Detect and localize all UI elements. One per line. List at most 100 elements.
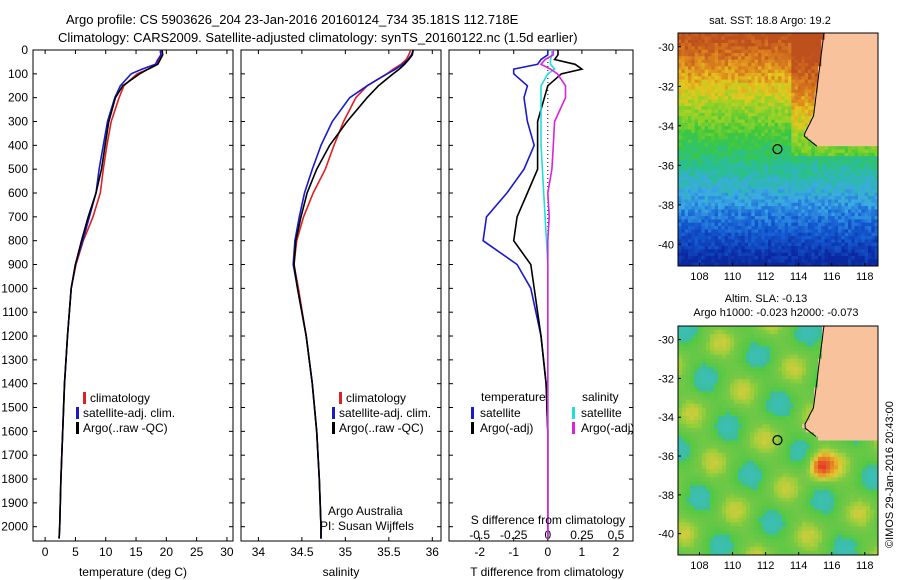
map-cell <box>708 209 712 214</box>
map-cell <box>838 209 842 214</box>
map-cell <box>778 219 782 224</box>
map-cell <box>754 89 759 94</box>
map-cell <box>778 156 782 160</box>
map-cell <box>714 252 719 257</box>
map-cell <box>694 172 699 177</box>
map-cell <box>798 196 802 200</box>
map-cell <box>758 59 762 64</box>
map-cell <box>858 246 862 250</box>
map-cell <box>828 222 832 227</box>
map-cell <box>838 56 842 61</box>
map-cell <box>834 49 839 54</box>
map-cell <box>848 52 852 57</box>
map-cell <box>681 196 686 200</box>
map-cell <box>702 334 707 339</box>
map-cell <box>681 226 686 230</box>
map-cell <box>868 166 872 170</box>
map-cell <box>791 259 796 264</box>
map-cell <box>751 119 756 124</box>
map-cell <box>726 326 731 331</box>
map-cell <box>731 42 736 47</box>
map-cell <box>761 39 766 44</box>
map-cell <box>771 179 776 184</box>
map-cell <box>684 72 689 77</box>
map-cell <box>698 189 702 194</box>
map-cell <box>718 42 722 47</box>
map-cell <box>831 216 836 220</box>
map-cell <box>731 92 736 97</box>
map-cell <box>686 358 691 364</box>
map-cell <box>684 132 689 137</box>
map-cell <box>794 39 799 44</box>
map-cell <box>854 236 859 240</box>
map-cell <box>788 129 792 134</box>
map-cell <box>771 252 776 257</box>
map-cell <box>808 79 812 84</box>
map-cell <box>801 129 806 134</box>
map-cell <box>721 216 726 220</box>
map-cell <box>781 222 786 227</box>
sst-lon-axis: 108 110 112 114 116 118 <box>690 263 874 283</box>
salinity-axis-label: salinity <box>323 565 360 579</box>
map-cell <box>744 129 749 134</box>
map-cell <box>726 342 731 347</box>
map-cell <box>784 229 789 234</box>
map-cell <box>861 76 866 80</box>
map-cell <box>864 116 869 120</box>
map-cell <box>678 338 683 343</box>
map-cell <box>831 109 836 114</box>
map-cell <box>814 56 819 61</box>
map-cell <box>724 99 729 104</box>
map-cell <box>858 350 863 356</box>
map-cell <box>734 346 739 351</box>
map-cell <box>741 239 746 244</box>
map-cell <box>858 222 862 227</box>
map-cell <box>711 256 716 260</box>
map-cell <box>684 252 689 257</box>
map-cell <box>771 262 776 267</box>
map-cell <box>831 179 836 184</box>
map-cell <box>784 239 789 244</box>
map-cell <box>854 132 859 137</box>
map-cell <box>726 362 731 368</box>
map-cell <box>804 219 809 224</box>
map-cell <box>761 229 766 234</box>
map-cell <box>721 86 726 90</box>
map-cell <box>681 116 686 120</box>
map-cell <box>848 72 852 77</box>
map-cell <box>848 206 852 210</box>
map-cell <box>698 346 703 351</box>
map-cell <box>774 46 779 51</box>
map-cell <box>794 76 799 80</box>
map-cell <box>874 152 879 157</box>
map-cell <box>774 146 779 150</box>
map-cell <box>851 72 856 77</box>
map-cell <box>844 256 849 260</box>
map-cell <box>811 56 816 61</box>
map-cell <box>788 216 792 220</box>
map-cell <box>826 354 831 360</box>
map-cell <box>728 252 732 257</box>
map-cell <box>734 142 739 147</box>
map-cell <box>864 76 869 80</box>
map-cell <box>678 89 682 94</box>
map-cell <box>744 256 749 260</box>
map-cell <box>858 52 862 57</box>
map-cell <box>861 142 866 147</box>
map-cell <box>734 242 739 247</box>
map-cell <box>874 169 879 174</box>
map-cell <box>758 350 763 356</box>
map-cell <box>784 236 789 240</box>
map-cell <box>684 136 689 140</box>
map-cell <box>748 59 752 64</box>
map-cell <box>768 256 772 260</box>
map-cell <box>768 216 772 220</box>
map-cell <box>714 79 719 84</box>
map-cell <box>798 199 802 204</box>
map-cell <box>694 146 699 150</box>
map-cell <box>681 236 686 240</box>
map-cell <box>864 219 869 224</box>
map-cell <box>698 139 702 144</box>
map-cell <box>841 89 846 94</box>
map-cell <box>844 182 849 187</box>
